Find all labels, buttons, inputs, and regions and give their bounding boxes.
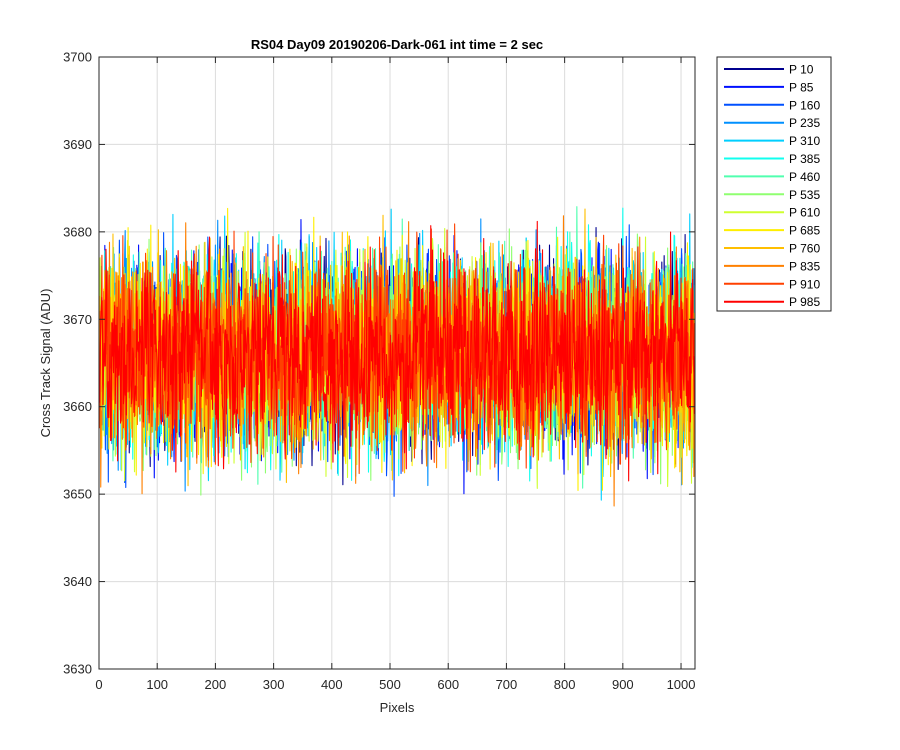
legend-label: P 760 (789, 242, 820, 256)
legend-label: P 610 (789, 206, 820, 220)
x-tick-label: 800 (554, 677, 576, 692)
plot-frame (98, 56, 696, 670)
x-axis-label: Pixels (380, 700, 415, 715)
legend-label: P 85 (789, 80, 814, 94)
x-tick-label: 1000 (667, 677, 696, 692)
legend-label: P 385 (789, 152, 820, 166)
x-tick-label: 100 (146, 677, 168, 692)
series-line-p-985 (99, 220, 695, 482)
legend: P 10 P 85 P 160 P 235 P 310 P 385 P 460 P 535 P … (716, 56, 832, 312)
y-tick-label: 3680 (63, 224, 92, 239)
legend-label: P 835 (789, 259, 820, 273)
legend-label: P 160 (789, 98, 820, 112)
x-tick-label: 600 (437, 677, 459, 692)
y-tick-label: 3640 (63, 574, 92, 589)
x-tick-label: 300 (263, 677, 285, 692)
x-tick-label: 700 (496, 677, 518, 692)
legend-label: P 910 (789, 277, 820, 291)
axis-ticks: 0 100 200 300 400 500 600 700 800 900 1000 3630 3640… (63, 50, 695, 693)
legend-box (716, 56, 832, 312)
x-tick-label: 200 (205, 677, 227, 692)
legend-label: P 685 (789, 224, 820, 238)
legend-label: P 460 (789, 170, 820, 184)
x-tick-label: 500 (379, 677, 401, 692)
y-axis-label: Cross Track Signal (ADU) (38, 289, 53, 438)
y-tick-label: 3650 (63, 487, 92, 502)
y-tick-label: 3660 (63, 399, 92, 414)
x-tick-label: 400 (321, 677, 343, 692)
series-line-p-760 (99, 208, 695, 487)
y-tick-label: 3670 (63, 312, 92, 327)
y-tick-label: 3690 (63, 137, 92, 152)
chart-title: RS04 Day09 20190206-Dark-061 int time = … (251, 37, 543, 52)
legend-label: P 235 (789, 116, 820, 130)
legend-label: P 985 (789, 295, 820, 309)
y-tick-label: 3630 (63, 662, 92, 677)
x-tick-label: 0 (95, 677, 102, 692)
y-tick-label: 3700 (63, 50, 92, 65)
series-lines (99, 206, 695, 507)
x-tick-label: 900 (612, 677, 634, 692)
legend-label: P 535 (789, 188, 820, 202)
legend-label: P 310 (789, 134, 820, 148)
legend-label: P 10 (789, 63, 814, 77)
